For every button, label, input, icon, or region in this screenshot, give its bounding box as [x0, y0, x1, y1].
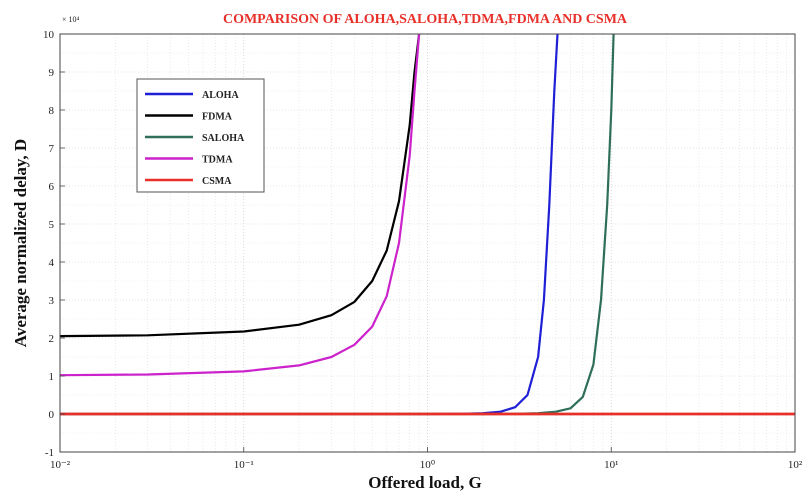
x-ticks: 10⁻² 10⁻¹ 10⁰ 10¹ 10² [50, 447, 803, 471]
y-tick-label: 1 [49, 371, 55, 383]
series-line-tdma [59, 33, 421, 377]
x-tick-label: 10¹ [604, 459, 618, 471]
series-line-fdma [59, 33, 421, 338]
legend-label-fdma: FDMA [202, 112, 233, 123]
chart-title: COMPARISON OF ALOHA,SALOHA,TDMA,FDMA AND… [223, 12, 628, 27]
y-multiplier-label: × 10⁴ [62, 15, 80, 24]
x-tick-label: 10⁰ [420, 459, 436, 471]
legend-label-saloha: SALOHA [202, 133, 245, 144]
y-ticks: -1 0 1 2 3 4 5 6 7 8 9 10 [43, 29, 65, 459]
y-axis-label: Average normalized delay, D [11, 139, 30, 347]
legend: ALOHA FDMA SALOHA TDMA CSMA [136, 78, 265, 193]
plot-lines [59, 33, 795, 416]
legend-label-csma: CSMA [202, 176, 232, 187]
x-tick-label: 10² [788, 459, 803, 471]
y-tick-label: 5 [49, 219, 55, 231]
legend-box [136, 78, 265, 193]
x-tick-label: 10⁻² [50, 459, 71, 471]
y-tick-label: 2 [49, 333, 55, 345]
y-tick-label: 9 [49, 67, 55, 79]
y-tick-label: 6 [49, 181, 55, 193]
x-axis-label: Offered load, G [368, 473, 481, 492]
y-tick-label: 7 [49, 143, 55, 155]
legend-label-tdma: TDMA [202, 155, 233, 166]
y-tick-label: 10 [43, 29, 55, 41]
x-tick-label: 10⁻¹ [234, 459, 254, 471]
y-tick-label: 0 [49, 409, 55, 421]
y-tick-label: -1 [45, 447, 54, 459]
grid [59, 33, 796, 453]
y-tick-label: 8 [49, 105, 55, 117]
y-tick-label: 4 [49, 257, 55, 269]
legend-label-aloha: ALOHA [202, 90, 239, 101]
y-tick-label: 3 [49, 295, 55, 307]
